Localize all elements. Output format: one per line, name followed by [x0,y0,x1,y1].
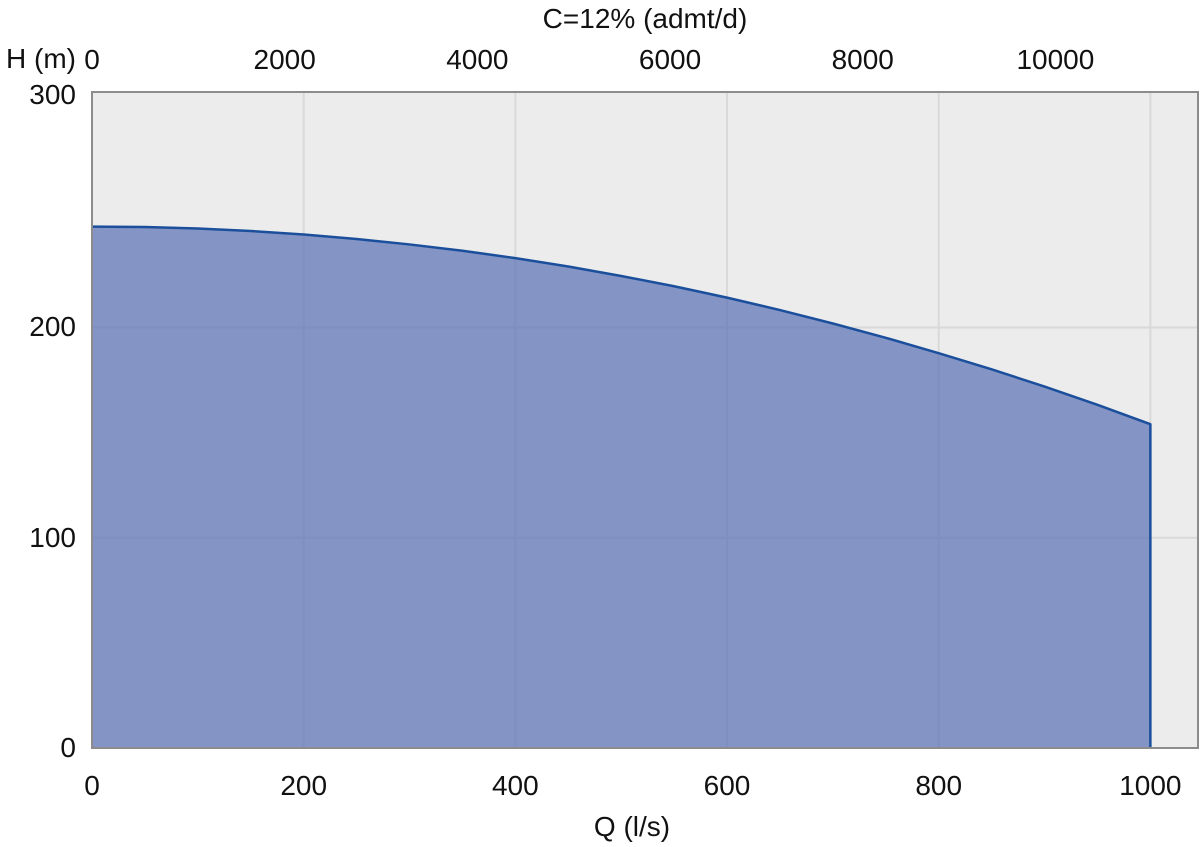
x-axis-tick-label: 1000 [1119,770,1182,801]
y-axis-tick-label: 100 [29,521,76,553]
y-axis-tick-label: 300 [29,79,76,110]
x-axis-tick-label: 200 [280,770,328,801]
top-axis-tick-label: 0 [84,44,100,75]
y-axis-tick-label: 200 [29,311,76,343]
top-axis-tick-label: 8000 [831,44,894,75]
x-axis-tick-label: 0 [84,770,100,801]
envelope-fill [92,226,1151,749]
y-axis-label: H (m) [6,43,76,74]
chart-title: C=12% (admt/d) [542,3,748,34]
top-axis-tick-label: 6000 [638,44,702,75]
x-axis-tick-label: 600 [703,770,751,801]
top-axis-tick-label: 10000 [1016,44,1095,75]
plot-border [91,91,1199,749]
x-axis-tick-label: 800 [915,770,963,801]
top-axis-tick-label: 4000 [446,44,509,75]
top-axis-tick-label: 2000 [253,44,316,75]
y-axis-tick-label: 0 [60,732,76,763]
envelope-line [91,225,1152,748]
x-axis-tick-label: 400 [491,770,539,801]
x-axis-label: Q (l/s) [593,811,671,842]
